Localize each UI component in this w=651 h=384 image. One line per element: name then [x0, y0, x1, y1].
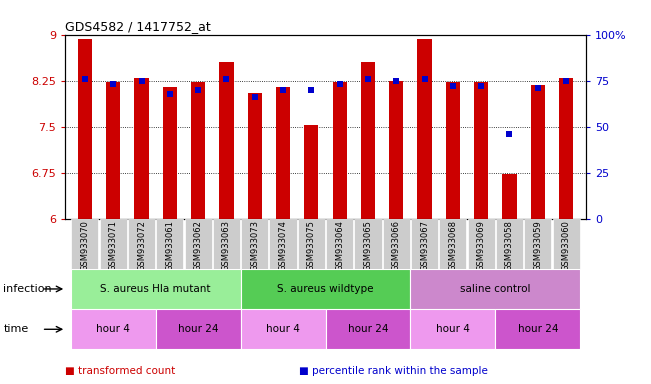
Text: GDS4582 / 1417752_at: GDS4582 / 1417752_at: [65, 20, 211, 33]
Bar: [559, 78, 573, 219]
Bar: [191, 83, 205, 219]
Point: [108, 81, 118, 88]
Bar: [503, 174, 516, 219]
Point: [391, 78, 402, 84]
Bar: [304, 125, 318, 219]
Bar: [354, 219, 381, 269]
Bar: [439, 219, 467, 269]
Text: hour 4: hour 4: [96, 324, 130, 334]
Bar: [410, 269, 580, 309]
Bar: [100, 219, 127, 269]
Point: [278, 87, 288, 93]
Text: GSM933074: GSM933074: [279, 220, 288, 271]
Bar: [531, 85, 545, 219]
Text: hour 24: hour 24: [518, 324, 558, 334]
Text: S. aureus wildtype: S. aureus wildtype: [277, 284, 374, 294]
Bar: [446, 83, 460, 219]
Text: saline control: saline control: [460, 284, 531, 294]
Bar: [71, 269, 241, 309]
Text: GSM933069: GSM933069: [477, 220, 486, 271]
Bar: [72, 219, 98, 269]
Point: [136, 78, 146, 84]
Bar: [156, 219, 184, 269]
Bar: [298, 219, 325, 269]
Bar: [106, 83, 120, 219]
Text: GSM933061: GSM933061: [165, 220, 174, 271]
Text: ■ percentile rank within the sample: ■ percentile rank within the sample: [299, 366, 488, 376]
Point: [306, 87, 316, 93]
Point: [221, 76, 232, 82]
Point: [419, 76, 430, 82]
Text: hour 4: hour 4: [266, 324, 300, 334]
Bar: [241, 309, 326, 349]
Point: [561, 78, 572, 84]
Bar: [326, 219, 353, 269]
Bar: [410, 309, 495, 349]
Text: GSM933068: GSM933068: [449, 220, 458, 271]
Point: [476, 83, 486, 89]
Bar: [411, 219, 438, 269]
Point: [193, 87, 203, 93]
Text: GSM933066: GSM933066: [392, 220, 401, 271]
Bar: [156, 309, 241, 349]
Text: GSM933070: GSM933070: [81, 220, 89, 271]
Text: GSM933064: GSM933064: [335, 220, 344, 271]
Text: GSM933063: GSM933063: [222, 220, 231, 271]
Text: GSM933067: GSM933067: [420, 220, 429, 271]
Point: [363, 76, 373, 82]
Text: GSM933060: GSM933060: [562, 220, 570, 271]
Bar: [467, 219, 495, 269]
Text: GSM933072: GSM933072: [137, 220, 146, 271]
Text: ■ transformed count: ■ transformed count: [65, 366, 175, 376]
Text: hour 24: hour 24: [348, 324, 388, 334]
Bar: [417, 40, 432, 219]
Text: infection: infection: [3, 284, 52, 294]
Bar: [276, 87, 290, 219]
Point: [448, 83, 458, 89]
Point: [79, 76, 90, 82]
Text: GSM933073: GSM933073: [250, 220, 259, 271]
Bar: [524, 219, 551, 269]
Text: hour 24: hour 24: [178, 324, 218, 334]
Text: time: time: [3, 324, 29, 334]
Text: GSM933062: GSM933062: [193, 220, 202, 271]
Point: [335, 81, 345, 88]
Bar: [553, 219, 579, 269]
Point: [505, 131, 515, 137]
Bar: [71, 309, 156, 349]
Bar: [128, 219, 155, 269]
Bar: [241, 219, 268, 269]
Bar: [270, 219, 297, 269]
Bar: [184, 219, 212, 269]
Bar: [333, 83, 347, 219]
Bar: [389, 81, 404, 219]
Point: [249, 94, 260, 100]
Bar: [213, 219, 240, 269]
Point: [165, 91, 175, 97]
Bar: [78, 40, 92, 219]
Bar: [135, 78, 148, 219]
Bar: [474, 83, 488, 219]
Bar: [383, 219, 410, 269]
Bar: [247, 93, 262, 219]
Bar: [496, 219, 523, 269]
Bar: [163, 87, 177, 219]
Bar: [219, 62, 234, 219]
Bar: [326, 309, 410, 349]
Text: GSM933058: GSM933058: [505, 220, 514, 271]
Text: GSM933065: GSM933065: [363, 220, 372, 271]
Bar: [495, 309, 580, 349]
Bar: [361, 62, 375, 219]
Text: GSM933075: GSM933075: [307, 220, 316, 271]
Text: GSM933071: GSM933071: [109, 220, 118, 271]
Point: [533, 85, 543, 91]
Text: S. aureus Hla mutant: S. aureus Hla mutant: [100, 284, 211, 294]
Bar: [241, 269, 410, 309]
Text: hour 4: hour 4: [436, 324, 470, 334]
Text: GSM933059: GSM933059: [533, 220, 542, 271]
